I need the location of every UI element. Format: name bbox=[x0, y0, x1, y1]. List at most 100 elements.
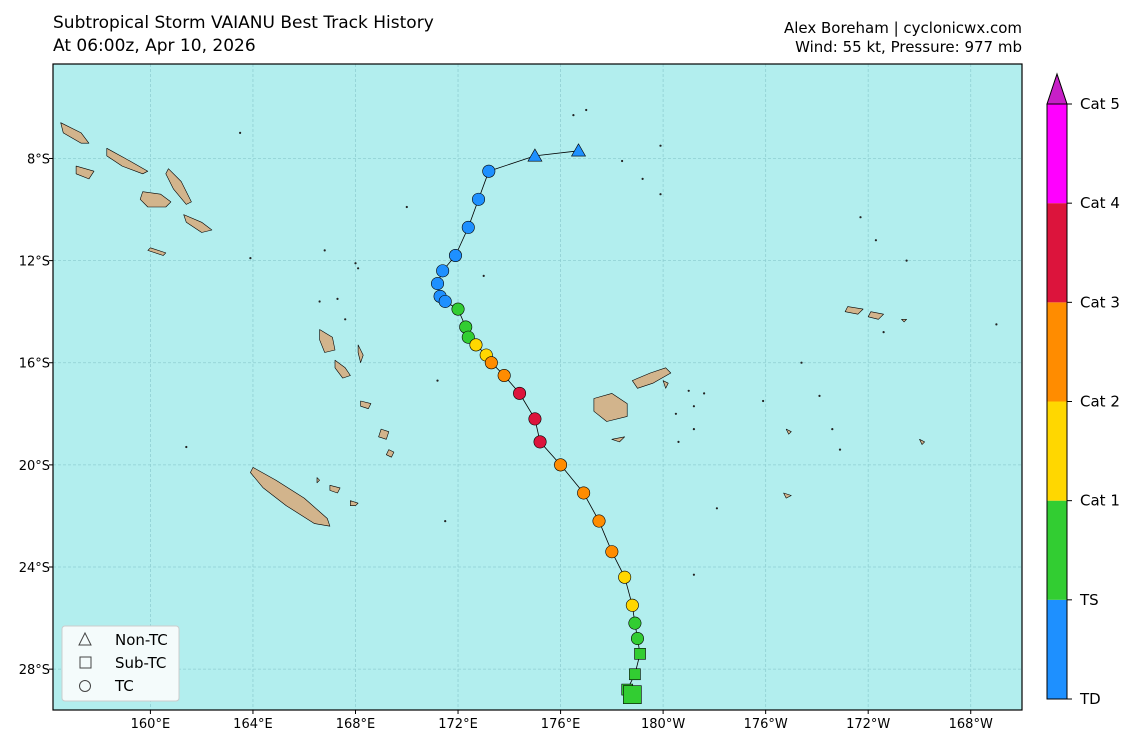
island-erromango bbox=[378, 428, 390, 440]
y-tick-label: 28°S bbox=[19, 663, 50, 678]
islet-dot bbox=[318, 300, 321, 303]
track-point-tc bbox=[431, 277, 445, 291]
y-tick-label: 12°S bbox=[19, 255, 50, 270]
storm-track bbox=[431, 143, 646, 704]
x-tick-label: 172°W bbox=[846, 717, 890, 732]
island-upolu bbox=[844, 306, 864, 315]
islet-dot bbox=[874, 239, 878, 242]
islet-dot bbox=[831, 428, 834, 431]
track-point-tc bbox=[461, 220, 475, 234]
island-makira bbox=[183, 214, 213, 233]
islet-dot bbox=[882, 331, 885, 334]
colorbar-label: Cat 1 bbox=[1080, 492, 1120, 510]
track-point-tc bbox=[438, 294, 452, 308]
island-tongatapu bbox=[783, 492, 792, 499]
colorbar-band bbox=[1047, 500, 1067, 600]
ocean-background bbox=[53, 64, 1022, 710]
colorbar-band bbox=[1047, 599, 1067, 699]
islet-dot bbox=[677, 440, 680, 443]
x-tick-label: 164°E bbox=[233, 717, 273, 732]
map-frame bbox=[52, 63, 1023, 711]
colorbar-band bbox=[1047, 203, 1067, 303]
island-malaita bbox=[165, 168, 192, 205]
circle-icon bbox=[79, 680, 91, 692]
islet-dot bbox=[444, 520, 447, 523]
islet-dot bbox=[692, 428, 696, 431]
islet-dot bbox=[703, 392, 706, 395]
islet-dot bbox=[659, 144, 662, 147]
islet-dot bbox=[344, 318, 347, 321]
x-tick-label: 172°E bbox=[438, 717, 478, 732]
track-point-tc bbox=[554, 458, 568, 472]
islet-dot bbox=[482, 274, 485, 277]
track-point-tc bbox=[628, 616, 642, 630]
legend: Non-TC Sub-TC TC bbox=[61, 625, 180, 702]
square-icon bbox=[79, 656, 92, 669]
islet-dot bbox=[659, 193, 662, 196]
colorbar-label: Cat 3 bbox=[1080, 293, 1120, 311]
island-santa-isabel bbox=[106, 148, 149, 175]
island-tanna bbox=[385, 449, 395, 458]
colorbar-label: Cat 5 bbox=[1080, 95, 1120, 113]
islet-dot bbox=[905, 259, 908, 262]
x-tick-label: 168°E bbox=[336, 717, 376, 732]
track-point-tc bbox=[484, 356, 498, 370]
island-choiseul bbox=[60, 122, 90, 144]
islet-dot bbox=[692, 405, 696, 408]
island-new-georgia bbox=[75, 165, 95, 180]
islet-dot bbox=[585, 108, 588, 112]
islet-dot bbox=[800, 361, 803, 364]
island-new-caledonia bbox=[250, 467, 331, 527]
map-title: Subtropical Storm VAIANU Best Track Hist… bbox=[53, 13, 434, 33]
islet-dot bbox=[674, 412, 678, 415]
islet-dot bbox=[572, 114, 575, 117]
track-point-tc bbox=[577, 486, 591, 500]
intensity-colorbar: TD TS Cat 1 Cat 2 Cat 3 Cat 4 Cat 5 bbox=[1046, 72, 1120, 708]
islet-dot bbox=[354, 262, 357, 265]
islet-dot bbox=[687, 389, 690, 392]
track-point-tc bbox=[592, 514, 606, 528]
island-vavau bbox=[785, 428, 792, 435]
gridlines bbox=[53, 64, 1022, 710]
islet-dot bbox=[436, 379, 439, 382]
track-point-non-tc bbox=[527, 148, 543, 162]
track-point-tc bbox=[472, 192, 486, 206]
track-point-non-tc bbox=[570, 143, 587, 157]
islet-dot bbox=[357, 267, 360, 270]
island-vanua-levu bbox=[631, 367, 672, 389]
islet-dot bbox=[715, 507, 719, 510]
y-tick-label: 24°S bbox=[19, 561, 50, 576]
islet-dot bbox=[762, 399, 765, 403]
y-tick-label: 16°S bbox=[19, 357, 50, 372]
islet-dot bbox=[336, 297, 339, 300]
islet-dot bbox=[405, 205, 408, 209]
colorbar-band bbox=[1047, 401, 1067, 501]
legend-label-sub-tc: Sub-TC bbox=[115, 654, 166, 672]
colorbar-label: Cat 4 bbox=[1080, 194, 1120, 212]
islet-dot bbox=[185, 445, 188, 449]
track-point-tc bbox=[533, 435, 547, 449]
x-tick-label: 176°W bbox=[744, 717, 788, 732]
island-malakula bbox=[334, 359, 351, 379]
island-espiritu-santo bbox=[319, 329, 336, 353]
axis-ticks: 160°E 164°E 168°E 172°E 176°E 180°W 176°W 172°W… bbox=[19, 152, 993, 732]
island-niue bbox=[919, 438, 925, 445]
track-point-tc bbox=[513, 386, 527, 400]
island-rennell bbox=[147, 247, 167, 256]
colorbar-band bbox=[1047, 302, 1067, 402]
x-tick-label: 180°W bbox=[641, 717, 685, 732]
islet-dot bbox=[621, 159, 624, 163]
track-point-tc bbox=[482, 164, 496, 178]
track-point-tc bbox=[436, 264, 450, 278]
map-subtitle: At 06:00z, Apr 10, 2026 bbox=[53, 36, 256, 56]
island-savaii bbox=[867, 311, 884, 320]
y-tick-label: 8°S bbox=[27, 152, 50, 167]
islet-dot bbox=[323, 249, 326, 252]
colorbar-band bbox=[1047, 104, 1067, 204]
storm-stats: Wind: 55 kt, Pressure: 977 mb bbox=[795, 38, 1022, 56]
islet-dot bbox=[249, 257, 252, 260]
colorbar-label: TD bbox=[1079, 690, 1101, 708]
island-tutuila bbox=[901, 318, 907, 323]
island-mare bbox=[350, 500, 359, 507]
